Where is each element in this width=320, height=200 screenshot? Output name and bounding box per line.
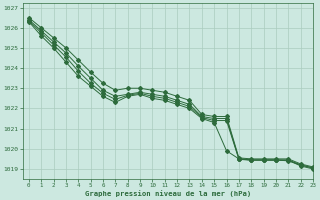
X-axis label: Graphe pression niveau de la mer (hPa): Graphe pression niveau de la mer (hPa) <box>85 190 251 197</box>
